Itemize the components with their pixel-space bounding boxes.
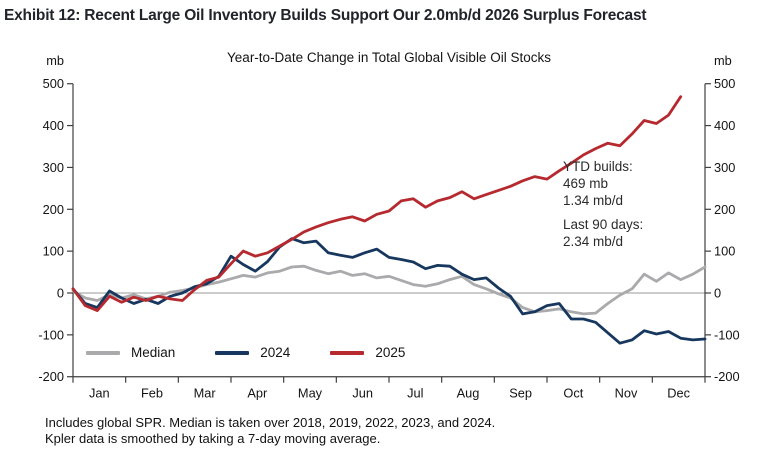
x-tick-label: Apr [247,386,268,401]
footnote-line: Kpler data is smoothed by taking a 7-day… [45,430,381,446]
y-axis-unit-left: mb [46,53,64,68]
line-chart: 500 500 400 400 300 300 200 200 100 100 0 0 -100 -100… [0,46,770,414]
y-tick-label-left: 500 [43,76,64,91]
y-tick-label-right: -100 [714,327,740,342]
x-tick-label: May [298,386,323,401]
y-tick-label-left: 300 [43,160,64,175]
legend-item-2025: 2025 [330,345,405,360]
y-tick-label-left: 100 [43,244,64,259]
median-line-swatch [86,350,120,355]
y-tick-label-right: 500 [714,76,735,91]
annotation-line: 1.34 mb/d [563,193,624,208]
x-tick-label: Aug [457,386,480,401]
annotation-line: 2.34 mb/d [563,234,624,249]
x-tick-label: Jan [89,386,110,401]
y-tick-label-left: 200 [43,202,64,217]
x-tick-label: Jun [352,386,373,401]
x-tick-label: Mar [194,386,217,401]
y-tick-label-right: -200 [714,369,740,384]
legend-item-median: Median [86,345,175,360]
y-tick-label-right: 200 [714,202,735,217]
annotation-line: YTD builds: [563,159,633,174]
y-tick-label-left: 0 [57,286,64,301]
x-tick-label: Sep [509,386,532,401]
footnote-line: Includes global SPR. Median is taken ove… [45,415,496,430]
legend-label: 2025 [375,345,406,360]
y-tick-label-left: 400 [43,118,64,133]
line-2024-swatch [215,350,250,355]
x-tick-label: Dec [667,386,690,401]
x-tick-label: Oct [563,386,583,401]
annotation-line: 469 mb [563,176,609,191]
chart-title: Year-to-Date Change in Total Global Visi… [227,50,551,65]
plot-canvas: 500 500 400 400 300 300 200 200 100 100 0 0 -100 -100… [38,53,740,401]
y-tick-label-left: -200 [38,369,64,384]
legend-label: 2024 [260,345,291,360]
exhibit-title: Exhibit 12: Recent Large Oil Inventory B… [4,7,647,24]
y-tick-label-right: 100 [714,244,735,259]
ytd-annotation: YTD builds: 469 mb 1.34 mb/d Last 90 day… [563,158,643,250]
legend-item-2024: 2024 [215,345,290,360]
annotation-line: Last 90 days: [563,217,644,232]
y-axis-unit-right: mb [714,53,732,68]
footnote: Includes global SPR. Median is taken ove… [45,415,495,446]
series-line-median [71,264,707,316]
series-line-2025 [71,95,683,313]
line-2025-swatch [330,350,365,355]
x-tick-label: Feb [141,386,163,401]
legend-label: Median [131,345,176,360]
x-tick-label: Jul [407,386,423,401]
series-line-2024 [71,237,707,345]
y-tick-label-right: 300 [714,160,735,175]
y-tick-label-right: 400 [714,118,735,133]
x-tick-label: Nov [615,386,638,401]
y-tick-label-right: 0 [714,286,721,301]
legend: Median 2024 2025 [86,345,405,360]
y-tick-label-left: -100 [38,327,64,342]
